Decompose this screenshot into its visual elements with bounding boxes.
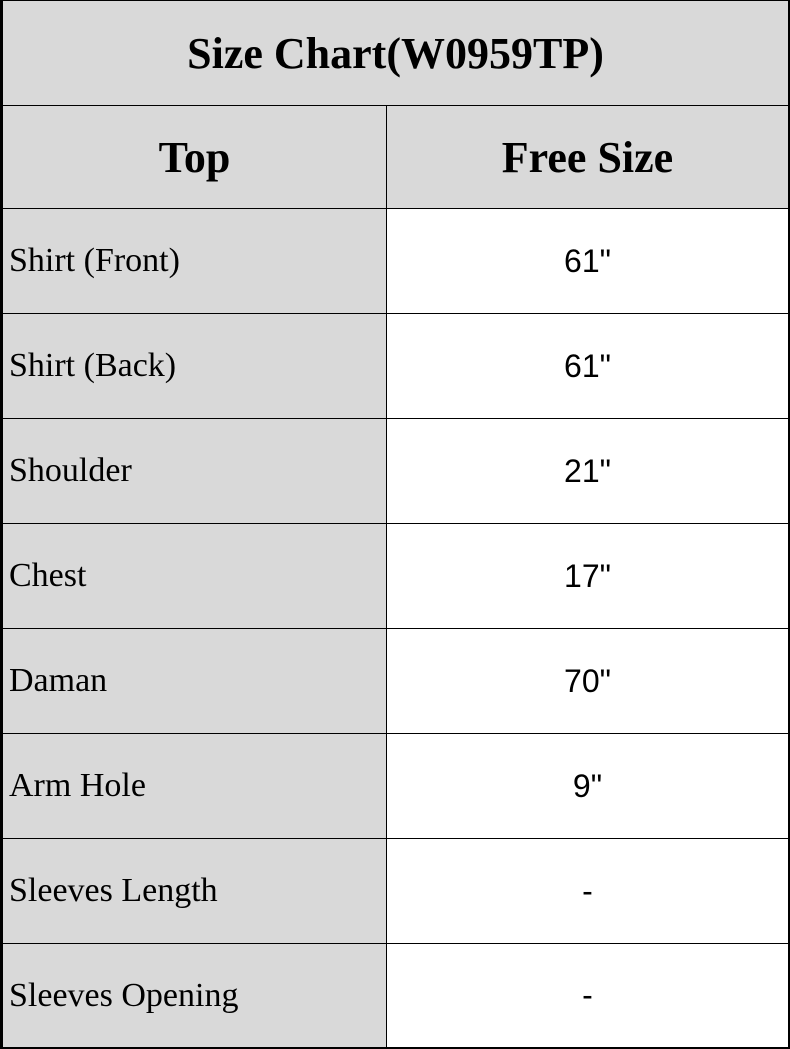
measurement-value: 21" bbox=[387, 419, 788, 523]
measurement-value: 61" bbox=[387, 209, 788, 313]
measurement-value: 17" bbox=[387, 524, 788, 628]
measurement-label: Sleeves Length bbox=[3, 839, 387, 943]
table-row: Sleeves Opening - bbox=[3, 944, 788, 1047]
measurement-label: Shirt (Back) bbox=[3, 314, 387, 418]
table-row: Daman 70" bbox=[3, 629, 788, 734]
measurement-value: - bbox=[387, 944, 788, 1047]
table-row: Arm Hole 9" bbox=[3, 734, 788, 839]
measurement-value: 9" bbox=[387, 734, 788, 838]
measurement-value: 70" bbox=[387, 629, 788, 733]
table-row: Sleeves Length - bbox=[3, 839, 788, 944]
table-row: Chest 17" bbox=[3, 524, 788, 629]
header-top: Top bbox=[3, 106, 387, 208]
measurement-label: Sleeves Opening bbox=[3, 944, 387, 1047]
header-free-size: Free Size bbox=[387, 106, 788, 208]
measurement-label: Daman bbox=[3, 629, 387, 733]
table-row: Shoulder 21" bbox=[3, 419, 788, 524]
measurement-label: Chest bbox=[3, 524, 387, 628]
measurement-label: Shirt (Front) bbox=[3, 209, 387, 313]
measurement-label: Arm Hole bbox=[3, 734, 387, 838]
table-row: Shirt (Back) 61" bbox=[3, 314, 788, 419]
table-header-row: Top Free Size bbox=[3, 106, 788, 209]
table-row: Shirt (Front) 61" bbox=[3, 209, 788, 314]
measurement-label: Shoulder bbox=[3, 419, 387, 523]
table-title: Size Chart(W0959TP) bbox=[3, 1, 788, 106]
measurement-value: - bbox=[387, 839, 788, 943]
measurement-value: 61" bbox=[387, 314, 788, 418]
